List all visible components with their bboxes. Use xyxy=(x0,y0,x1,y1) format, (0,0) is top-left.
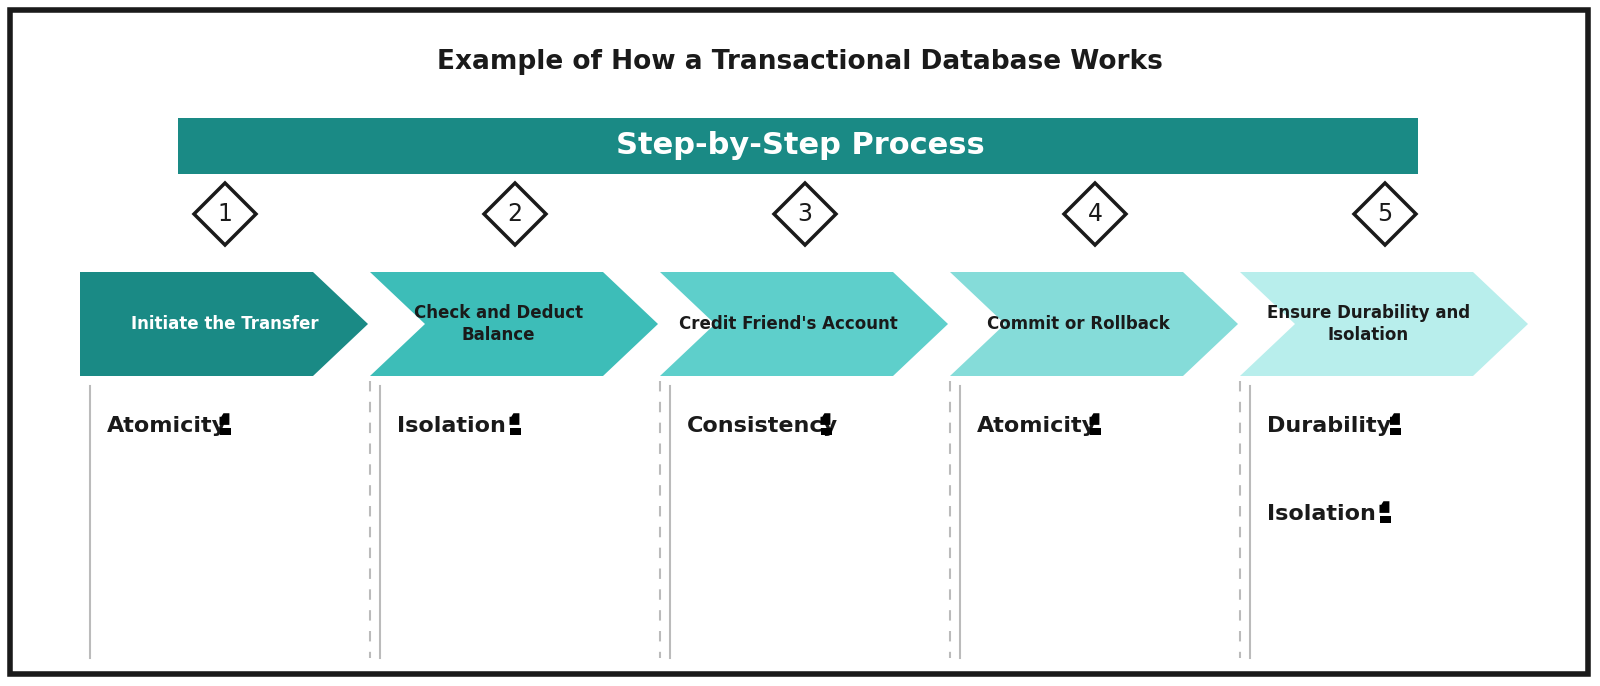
Polygon shape xyxy=(1240,272,1528,376)
Text: Credit Friend's Account: Credit Friend's Account xyxy=(678,315,898,333)
Polygon shape xyxy=(774,183,835,245)
Polygon shape xyxy=(1390,413,1400,425)
Text: 3: 3 xyxy=(797,202,813,226)
Polygon shape xyxy=(950,272,1238,376)
Text: Isolation: Isolation xyxy=(397,416,506,436)
Text: Check and Deduct
Balance: Check and Deduct Balance xyxy=(414,304,582,344)
Polygon shape xyxy=(509,413,520,425)
Polygon shape xyxy=(370,272,658,376)
Polygon shape xyxy=(1090,413,1099,425)
Polygon shape xyxy=(821,413,830,425)
Polygon shape xyxy=(1090,428,1101,435)
Text: Isolation: Isolation xyxy=(1267,504,1376,524)
Polygon shape xyxy=(1379,516,1390,523)
Polygon shape xyxy=(1390,428,1402,435)
Text: 4: 4 xyxy=(1088,202,1102,226)
Polygon shape xyxy=(1379,501,1389,513)
Polygon shape xyxy=(1064,183,1126,245)
Polygon shape xyxy=(483,183,546,245)
Text: Step-by-Step Process: Step-by-Step Process xyxy=(616,132,984,161)
Text: Example of How a Transactional Database Works: Example of How a Transactional Database … xyxy=(437,49,1163,75)
Text: 2: 2 xyxy=(507,202,523,226)
Text: Atomicity: Atomicity xyxy=(978,416,1098,436)
Polygon shape xyxy=(661,272,947,376)
FancyBboxPatch shape xyxy=(10,10,1587,674)
Text: Durability: Durability xyxy=(1267,416,1390,436)
Polygon shape xyxy=(509,428,522,435)
Polygon shape xyxy=(1354,183,1416,245)
Text: Commit or Rollback: Commit or Rollback xyxy=(987,315,1170,333)
Polygon shape xyxy=(219,428,230,435)
Polygon shape xyxy=(821,428,832,435)
FancyBboxPatch shape xyxy=(178,118,1418,174)
Polygon shape xyxy=(194,183,256,245)
Text: 5: 5 xyxy=(1378,202,1392,226)
Text: Initiate the Transfer: Initiate the Transfer xyxy=(131,315,318,333)
Polygon shape xyxy=(219,413,229,425)
Text: Ensure Durability and
Isolation: Ensure Durability and Isolation xyxy=(1267,304,1470,344)
Text: 1: 1 xyxy=(218,202,232,226)
Polygon shape xyxy=(80,272,368,376)
Text: Atomicity: Atomicity xyxy=(107,416,227,436)
Text: Consistency: Consistency xyxy=(686,416,838,436)
